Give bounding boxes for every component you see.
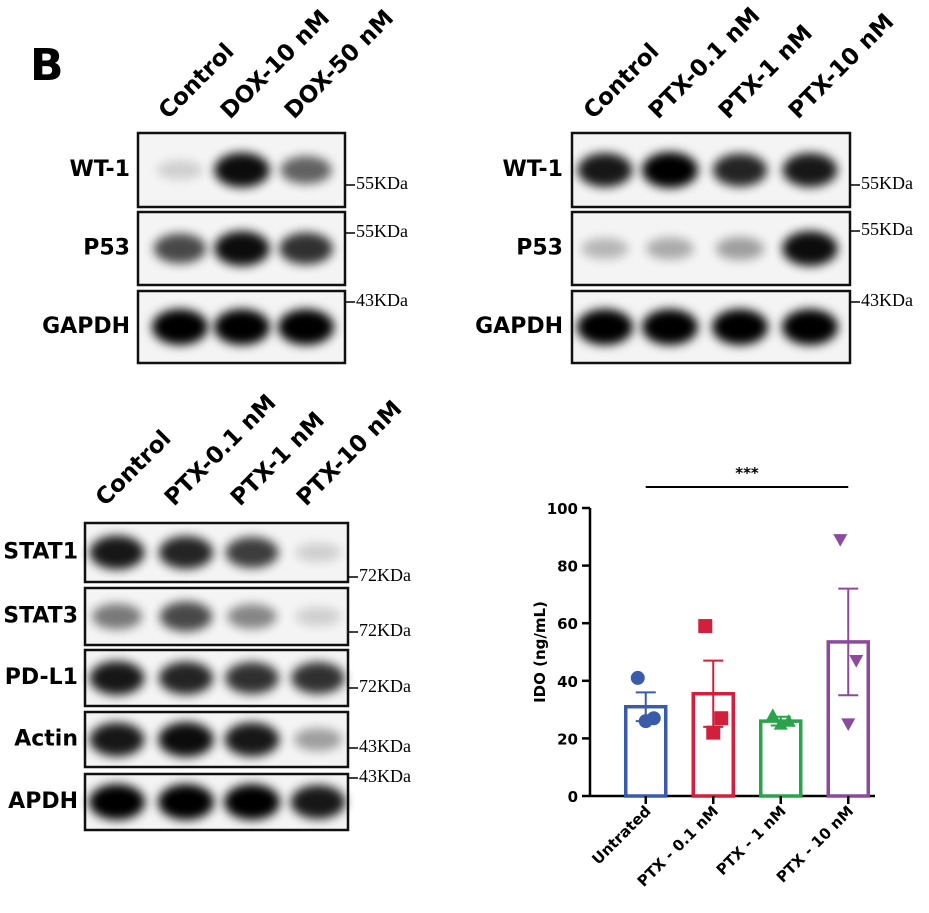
band	[278, 309, 334, 345]
significance-label: ***	[735, 464, 759, 482]
row-label: GAPDH	[475, 314, 563, 339]
band	[280, 156, 332, 184]
error-bar	[838, 587, 859, 697]
y-tick-label: 20	[557, 730, 578, 748]
bar	[759, 719, 803, 798]
band	[642, 152, 698, 188]
row-label: WT-1	[70, 157, 130, 182]
row-label: P53	[516, 236, 563, 261]
band	[214, 152, 270, 188]
marker-label: 43KDa	[356, 290, 408, 310]
band	[158, 784, 214, 820]
band	[158, 536, 214, 569]
row-label: P53	[83, 236, 130, 261]
band	[227, 604, 277, 629]
band	[642, 309, 698, 345]
row-label: STAT3	[3, 604, 78, 629]
marker-label: 72KDa	[359, 676, 411, 696]
band	[577, 153, 633, 187]
marker-label: 55KDa	[861, 173, 913, 193]
y-tick-label: 40	[557, 673, 578, 691]
band	[158, 722, 214, 757]
band	[581, 238, 629, 259]
band	[153, 233, 207, 264]
band	[214, 231, 270, 266]
point	[849, 655, 864, 668]
band	[225, 537, 279, 568]
band	[89, 535, 145, 570]
marker-label: 43KDa	[861, 290, 913, 310]
point	[698, 619, 713, 634]
marker-label: 43KDa	[359, 766, 411, 786]
point	[706, 725, 721, 740]
band	[89, 661, 145, 695]
band	[158, 661, 214, 695]
row-label: STAT1	[3, 540, 78, 565]
marker-label: 72KDa	[359, 620, 411, 640]
marker-label: 55KDa	[356, 173, 408, 193]
point	[765, 708, 780, 721]
band	[224, 784, 280, 820]
lane-label: DOX-10 nM	[216, 5, 335, 124]
point	[841, 718, 856, 731]
lane-label: Control	[91, 426, 177, 512]
y-tick-label: 60	[557, 615, 578, 633]
band	[712, 309, 768, 345]
band	[295, 607, 341, 626]
y-tick-label: 100	[547, 500, 578, 518]
panel-label: B	[30, 40, 64, 91]
band	[782, 153, 838, 187]
marker-label: 43KDa	[359, 736, 411, 756]
row-label: PD-L1	[5, 665, 78, 690]
band	[89, 784, 145, 820]
x-tick-label: Untrated	[588, 802, 654, 868]
row-label: Actin	[14, 727, 78, 752]
band	[157, 160, 203, 180]
band	[295, 543, 341, 562]
band	[577, 309, 633, 345]
band	[152, 309, 208, 345]
point	[630, 670, 645, 685]
row-label: APDH	[8, 789, 78, 814]
band	[159, 601, 213, 632]
point	[773, 717, 788, 730]
band	[646, 237, 694, 260]
band	[712, 153, 768, 187]
point	[833, 534, 848, 547]
point	[638, 714, 653, 729]
band	[89, 722, 145, 757]
band	[782, 231, 838, 266]
band	[715, 237, 765, 260]
point	[781, 714, 796, 727]
marker-label: 55KDa	[356, 221, 408, 241]
marker-label: 72KDa	[359, 565, 411, 585]
band	[224, 722, 280, 757]
row-label: WT-1	[503, 157, 563, 182]
y-tick-label: 0	[568, 788, 578, 806]
band	[782, 309, 838, 345]
band	[214, 309, 270, 345]
band	[293, 728, 343, 751]
y-axis-label: IDO (ng/mL)	[531, 601, 549, 703]
band	[290, 785, 346, 819]
band	[225, 662, 279, 694]
y-tick-label: 80	[557, 558, 578, 576]
band	[92, 603, 142, 630]
band	[279, 232, 333, 265]
row-label: GAPDH	[42, 314, 130, 339]
marker-label: 55KDa	[861, 219, 913, 239]
point	[714, 711, 729, 726]
lane-label: PTX-0.1 nM	[160, 390, 282, 512]
band	[291, 662, 345, 694]
